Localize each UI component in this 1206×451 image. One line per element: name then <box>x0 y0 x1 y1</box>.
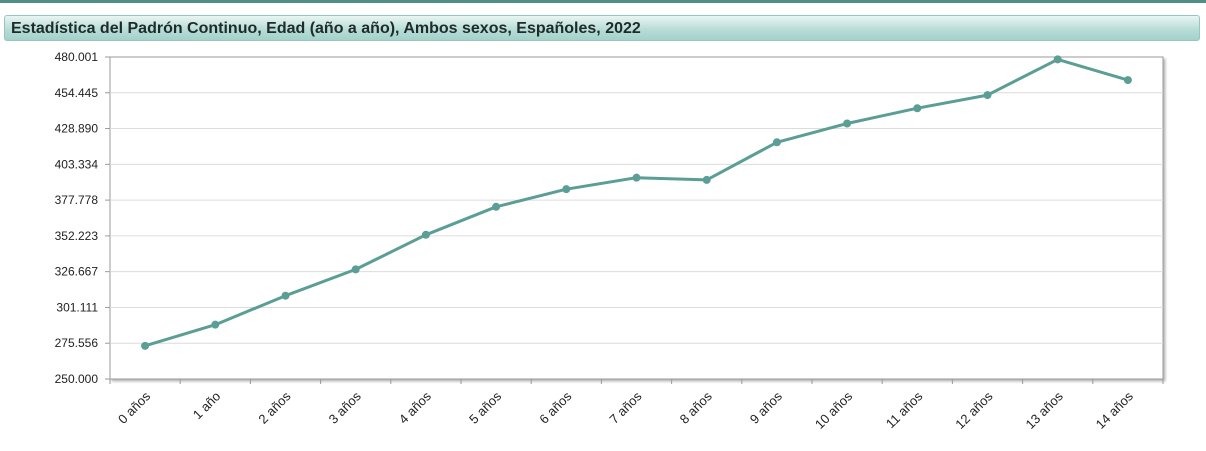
y-tick-label: 352.223 <box>55 229 99 243</box>
x-tick-label: 2 años <box>255 388 294 427</box>
x-tick-label: 14 años <box>1093 388 1137 432</box>
data-point <box>702 175 711 184</box>
data-point <box>562 185 571 194</box>
x-tick-label: 10 años <box>812 388 856 432</box>
x-tick-label: 5 años <box>466 388 505 427</box>
data-point <box>983 91 992 100</box>
data-point <box>843 119 852 128</box>
x-tick-label: 4 años <box>396 388 435 427</box>
data-point <box>1123 76 1132 85</box>
y-tick-label: 480.001 <box>55 50 99 64</box>
top-accent-line <box>0 0 1206 3</box>
data-point <box>211 320 220 329</box>
chart-title: Estadística del Padrón Continuo, Edad (a… <box>11 20 641 37</box>
x-tick-label: 7 años <box>606 388 645 427</box>
x-tick-label: 12 años <box>952 388 996 432</box>
y-tick-label: 275.556 <box>55 336 99 350</box>
x-tick-label: 1 año <box>190 389 224 423</box>
plot-area <box>109 56 1164 380</box>
x-tick-label: 6 años <box>536 388 575 427</box>
x-tick-label: 9 años <box>747 388 786 427</box>
x-tick-label: 11 años <box>883 388 926 431</box>
data-point <box>772 138 781 147</box>
y-tick-label: 301.111 <box>56 300 98 314</box>
y-tick-label: 250.000 <box>55 372 99 386</box>
y-tick-label: 454.445 <box>55 86 99 100</box>
x-tick-label: 0 años <box>115 388 154 427</box>
data-point <box>421 230 430 239</box>
x-tick-label: 8 años <box>677 388 716 427</box>
data-point <box>492 202 501 211</box>
chart-title-bar: Estadística del Padrón Continuo, Edad (a… <box>4 15 1200 41</box>
x-tick-label: 3 años <box>326 388 365 427</box>
line-chart: 250.000 275.556 301.111 326.667 352.223 377.7… <box>55 50 1164 432</box>
y-tick-label: 428.890 <box>55 122 99 136</box>
y-tick-label: 377.778 <box>55 193 99 207</box>
data-point <box>141 341 150 350</box>
data-point <box>632 173 641 182</box>
data-point <box>351 265 360 274</box>
data-point <box>913 104 922 113</box>
data-point <box>281 291 290 300</box>
data-point <box>1053 55 1062 64</box>
x-tick-label: 13 años <box>1022 388 1066 432</box>
y-tick-label: 403.334 <box>55 157 99 171</box>
y-tick-label: 326.667 <box>55 265 99 279</box>
